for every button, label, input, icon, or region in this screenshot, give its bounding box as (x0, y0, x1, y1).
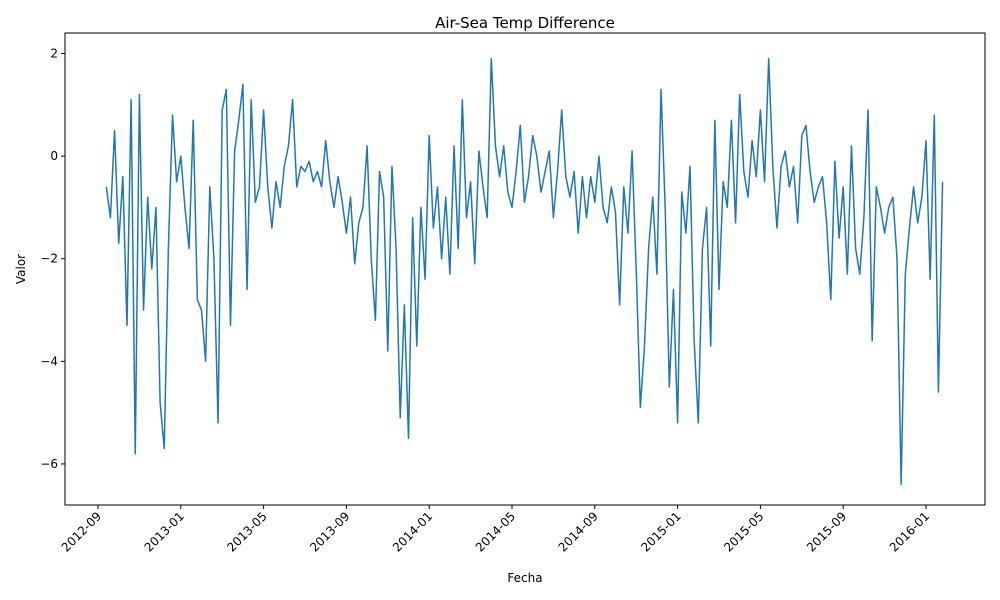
x-tick-label: 2015-05 (721, 509, 766, 554)
x-tick-label: 2015-09 (804, 509, 849, 554)
x-tick-label: 2013-01 (142, 509, 187, 554)
plot-frame (64, 32, 986, 506)
x-tick-label: 2013-05 (224, 509, 269, 554)
y-tick-label: −6 (40, 457, 58, 471)
y-tick-label: 2 (50, 47, 58, 61)
x-tick-label: 2013-09 (307, 509, 352, 554)
x-tick-label: 2012-09 (59, 509, 104, 554)
x-tick-label: 2014-09 (556, 509, 601, 554)
x-tick-label: 2014-01 (390, 509, 435, 554)
x-tick-label: 2016-01 (887, 509, 932, 554)
chart-title: Air-Sea Temp Difference (435, 14, 615, 32)
y-tick-label: 0 (50, 149, 58, 163)
x-tick-label: 2015-01 (638, 509, 683, 554)
data-line (105, 57, 944, 486)
x-tick-label: 2014-05 (473, 509, 518, 554)
y-tick-label: −4 (40, 354, 58, 368)
y-tick-label: −2 (40, 252, 58, 266)
x-axis-label: Fecha (507, 571, 542, 585)
y-axis-label: Valor (14, 254, 28, 284)
